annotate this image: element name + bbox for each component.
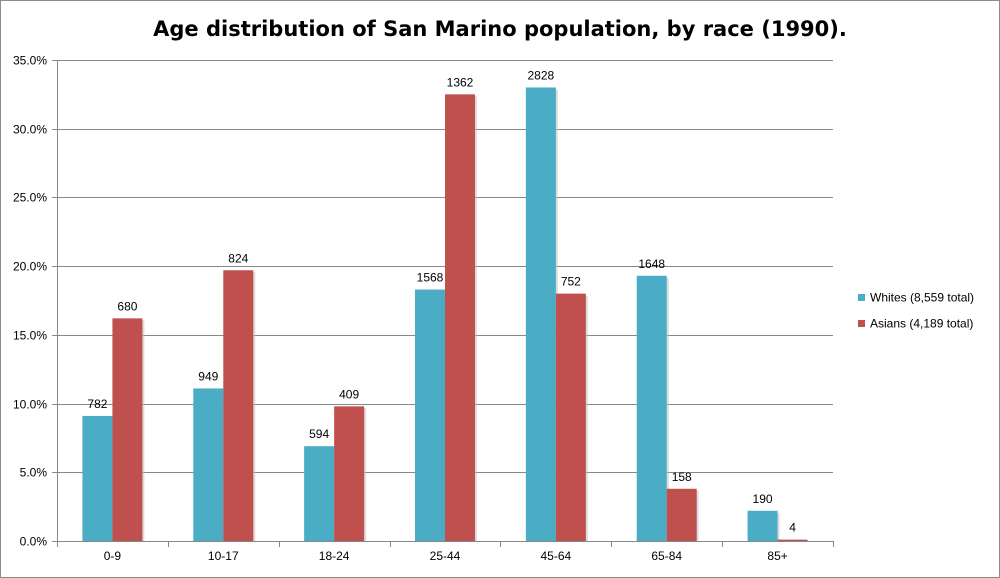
data-label: 4 [789, 521, 796, 535]
x-tick-label: 10-17 [208, 549, 239, 563]
x-axis: 0-9 10-17 18-24 25-44 45-64 65-84 85+ [57, 541, 834, 563]
y-tick-label: 30.0% [13, 123, 47, 137]
y-tick-label: 10.0% [13, 398, 47, 412]
y-tick-label: 35.0% [13, 54, 47, 68]
data-label: 594 [309, 427, 329, 441]
legend-swatch [858, 320, 865, 327]
legend-label: Asians (4,189 total) [870, 317, 973, 331]
bar-whites-10-17 [193, 388, 224, 541]
bar-asians-45-64 [555, 293, 586, 541]
legend-label: Whites (8,559 total) [870, 291, 974, 305]
chart-title: Age distribution of San Marino populatio… [153, 17, 847, 41]
bar-whites-85+ [747, 510, 778, 541]
bar-whites-0-9 [82, 415, 113, 541]
bar-whites-65-84 [636, 275, 667, 541]
data-label: 782 [87, 397, 107, 411]
data-label: 158 [672, 470, 692, 484]
y-tick-label: 0.0% [20, 535, 48, 549]
y-axis: 0.0% 5.0% 10.0% 15.0% 20.0% 25.0% 30.0% 35.0% [13, 54, 58, 549]
bar-asians-65-84 [666, 488, 697, 541]
y-tick-label: 5.0% [20, 466, 48, 480]
x-tick-label: 25-44 [430, 549, 461, 563]
legend: Whites (8,559 total) Asians (4,189 total) [858, 291, 974, 331]
data-label: 2828 [528, 68, 555, 82]
bar-asians-25-44 [445, 94, 475, 541]
x-tick-label: 0-9 [104, 549, 122, 563]
bar-asians-10-17 [223, 270, 254, 541]
data-label: 190 [753, 492, 773, 506]
bars [82, 87, 808, 541]
data-label: 824 [228, 251, 248, 265]
bar-asians-0-9 [112, 318, 143, 541]
data-label: 680 [117, 299, 137, 313]
bar-asians-18-24 [334, 406, 365, 541]
data-label: 409 [339, 387, 359, 401]
data-labels: 782 680 949 824 594 409 1568 1362 2828 752 1648 158… [87, 68, 796, 534]
data-label: 1362 [447, 75, 474, 89]
y-tick-label: 20.0% [13, 260, 47, 274]
data-label: 949 [198, 369, 218, 383]
data-label: 752 [561, 275, 581, 289]
bar-whites-45-64 [525, 87, 556, 541]
data-label: 1568 [417, 271, 444, 285]
y-tick-label: 15.0% [13, 329, 47, 343]
bar-whites-18-24 [304, 446, 335, 541]
x-tick-label: 18-24 [319, 549, 350, 563]
x-tick-label: 65-84 [651, 549, 682, 563]
data-label: 1648 [638, 257, 665, 271]
y-tick-label: 25.0% [13, 191, 47, 205]
legend-swatch [858, 294, 865, 301]
bar-whites-25-44 [415, 289, 445, 541]
x-tick-label: 45-64 [541, 549, 572, 563]
bar-asians-85+ [777, 539, 808, 541]
x-tick-label: 85+ [767, 549, 787, 563]
